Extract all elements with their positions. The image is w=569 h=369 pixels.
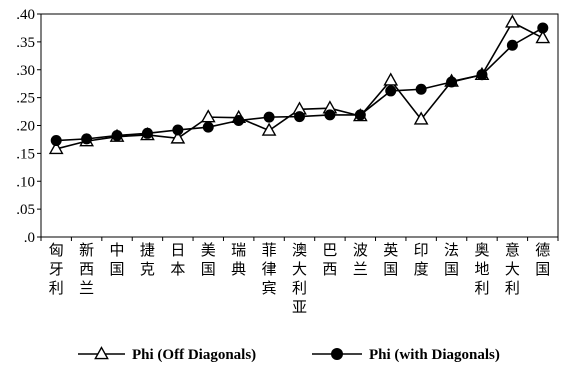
series-line	[56, 27, 544, 142]
x-category-label: 法国	[444, 241, 459, 278]
series-2	[50, 22, 549, 147]
x-category-label: 印度	[414, 241, 429, 278]
x-category-label: 奥地利	[474, 241, 489, 297]
data-point-circle	[476, 69, 488, 81]
data-point-triangle	[170, 130, 186, 144]
y-tick-label: .20	[16, 119, 35, 135]
x-category-label: 捷克	[140, 241, 155, 278]
y-tick-label: .0	[24, 230, 35, 246]
data-point-circle	[111, 130, 123, 142]
data-point-circle	[202, 121, 214, 133]
data-point-circle	[294, 111, 305, 123]
series-1	[48, 14, 551, 155]
x-category-label: 美国	[201, 241, 216, 278]
data-point-triangle	[383, 72, 399, 86]
data-point-circle	[354, 109, 366, 121]
data-point-circle	[385, 85, 397, 97]
axes	[37, 13, 559, 241]
legend-item-1: Phi (Off Diagonals)	[78, 346, 256, 363]
data-point-circle	[324, 109, 336, 121]
series-line	[56, 21, 544, 150]
y-tick-label: .40	[16, 7, 35, 23]
x-category-label: 匈牙利	[49, 241, 64, 297]
data-point-circle	[81, 133, 93, 145]
y-tick-labels: .0 .05 .10 .15 .20 .25 .30 .35 .40	[16, 7, 35, 246]
legend-triangle-marker	[94, 346, 109, 360]
x-category-label: 波兰	[353, 241, 368, 278]
data-point-circle	[233, 114, 245, 126]
legend-label: Phi (with Diagonals)	[369, 347, 500, 363]
data-point-circle	[537, 22, 549, 34]
data-point-triangle	[200, 109, 216, 123]
legend-circle-marker	[331, 348, 343, 360]
x-category-label: 德国	[535, 241, 550, 278]
legend: Phi (Off Diagonals) Phi (with Diagonals)	[78, 346, 500, 363]
data-point-circle	[506, 39, 518, 51]
x-category-label: 巴西	[322, 241, 337, 278]
y-tick-label: .30	[16, 63, 35, 79]
data-point-triangle	[505, 14, 520, 28]
x-category-label: 英国	[383, 241, 398, 278]
y-tick-label: .25	[16, 91, 35, 107]
x-category-label: 日本	[170, 241, 185, 278]
x-category-label: 瑞典	[231, 241, 246, 278]
data-point-triangle	[535, 30, 551, 44]
series-layer	[48, 14, 551, 155]
data-point-circle	[50, 135, 62, 147]
legend-label: Phi (Off Diagonals)	[132, 347, 256, 363]
data-point-circle	[415, 83, 427, 95]
plot-frame	[40, 13, 559, 238]
y-tick-label: .05	[16, 202, 35, 218]
y-tick-label: .15	[16, 146, 35, 162]
x-category-label: 新西兰	[79, 241, 94, 297]
data-point-triangle	[413, 111, 429, 125]
x-category-label: 澳大利亚	[292, 241, 307, 316]
data-point-triangle	[261, 122, 277, 136]
x-category-label: 菲律宾	[262, 241, 277, 297]
legend-item-2: Phi (with Diagonals)	[312, 347, 500, 363]
data-point-triangle	[48, 140, 64, 155]
data-point-circle	[263, 111, 275, 123]
y-tick-label: .10	[16, 174, 35, 190]
data-point-circle	[172, 124, 184, 136]
x-category-label: 意大利	[505, 241, 520, 297]
y-tick-label: .35	[16, 35, 35, 51]
data-point-circle	[446, 76, 458, 88]
data-point-circle	[141, 127, 153, 139]
x-category-label: 中国	[110, 241, 125, 278]
